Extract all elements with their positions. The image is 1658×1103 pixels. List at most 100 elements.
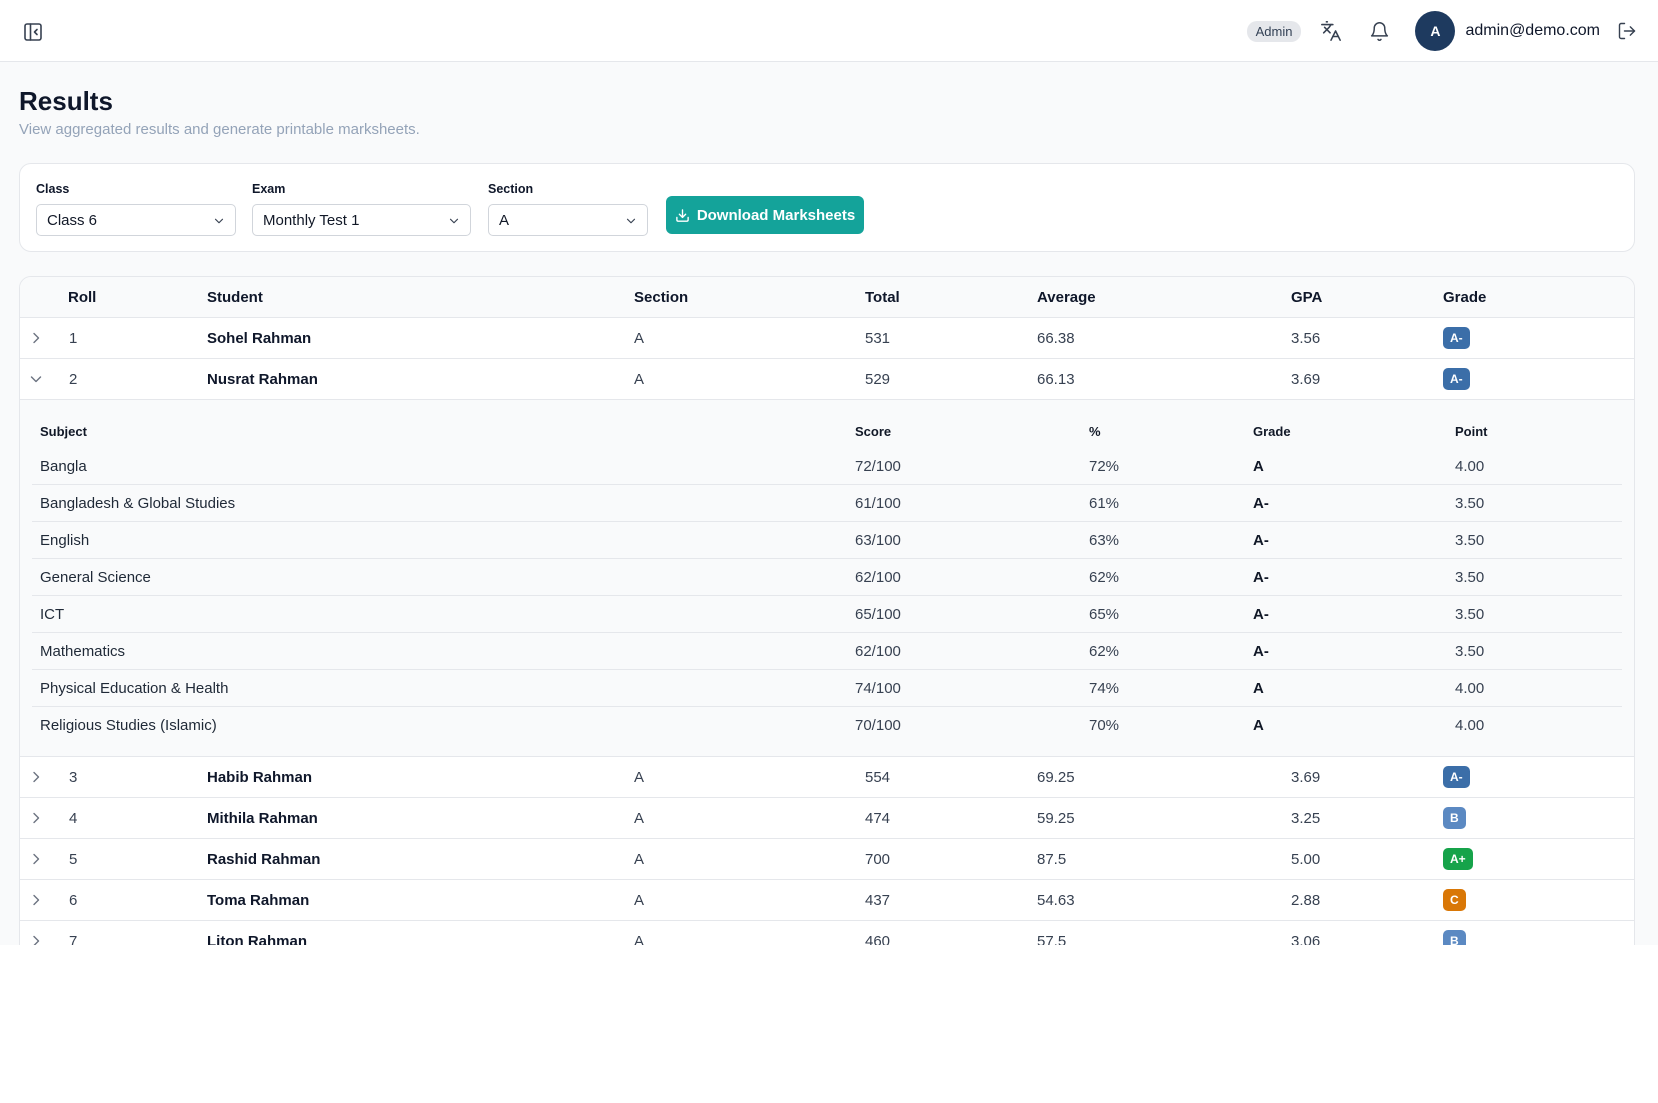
table-row[interactable]: 5 Rashid Rahman A 700 87.5 5.00 A+ bbox=[20, 839, 1634, 880]
average-cell: 59.25 bbox=[1037, 810, 1075, 827]
gpa-cell: 2.88 bbox=[1291, 892, 1321, 909]
breakdown-header-percent: % bbox=[1089, 424, 1101, 439]
chevron-right-icon[interactable] bbox=[28, 933, 44, 945]
subject-name-cell: General Science bbox=[40, 569, 151, 586]
chevron-right-icon[interactable] bbox=[28, 892, 44, 908]
avatar[interactable]: A bbox=[1415, 11, 1456, 51]
section-cell: A bbox=[634, 810, 645, 827]
top-bar: Admin A admin@demo.com bbox=[0, 0, 1658, 62]
subject-percent-cell: 74% bbox=[1089, 680, 1120, 697]
student-name-cell: Habib Rahman bbox=[207, 769, 313, 786]
roll-cell: 3 bbox=[69, 769, 78, 786]
total-cell: 460 bbox=[865, 933, 891, 945]
chevron-down-icon bbox=[626, 218, 636, 224]
column-header-roll: Roll bbox=[68, 289, 97, 306]
class-select[interactable]: Class 6 bbox=[36, 204, 236, 236]
chevron-right-icon[interactable] bbox=[28, 769, 44, 785]
section-cell: A bbox=[634, 933, 645, 945]
average-cell: 54.63 bbox=[1037, 892, 1075, 909]
page-subtitle: View aggregated results and generate pri… bbox=[19, 121, 420, 138]
subject-row: General Science 62/100 62% A- 3.50 bbox=[32, 559, 1622, 596]
subject-point-cell: 3.50 bbox=[1455, 569, 1485, 586]
subject-grade-cell: A- bbox=[1253, 643, 1269, 660]
table-row[interactable]: 3 Habib Rahman A 554 69.25 3.69 A- bbox=[20, 757, 1634, 798]
subject-percent-cell: 70% bbox=[1089, 717, 1120, 734]
subject-score-cell: 61/100 bbox=[855, 495, 901, 512]
download-marksheets-button[interactable]: Download Marksheets bbox=[666, 196, 864, 234]
subject-grade-cell: A bbox=[1253, 717, 1264, 734]
grade-badge: A+ bbox=[1443, 848, 1473, 870]
table-row[interactable]: 2 Nusrat Rahman A 529 66.13 3.69 A- bbox=[20, 359, 1634, 400]
header-actions: Admin A admin@demo.com bbox=[1246, 0, 1638, 62]
user-email: admin@demo.com bbox=[1465, 22, 1600, 39]
column-header-grade: Grade bbox=[1443, 289, 1487, 306]
results-table: Roll Student Section Total Average GPA G… bbox=[19, 276, 1635, 945]
subject-name-cell: Bangla bbox=[40, 458, 87, 475]
grade-badge: A- bbox=[1443, 766, 1470, 788]
total-cell: 529 bbox=[865, 371, 891, 388]
table-row[interactable]: 7 Liton Rahman A 460 57.5 3.06 B bbox=[20, 921, 1634, 945]
subject-name-cell: ICT bbox=[40, 606, 65, 623]
sidebar-toggle-icon[interactable] bbox=[22, 21, 44, 43]
subject-percent-cell: 62% bbox=[1089, 643, 1120, 660]
filter-card: Class Class 6 Exam Monthly Test 1 Sectio… bbox=[19, 163, 1635, 252]
section-cell: A bbox=[634, 330, 645, 347]
gpa-cell: 3.56 bbox=[1291, 330, 1321, 347]
subject-name-cell: Religious Studies (Islamic) bbox=[40, 717, 217, 734]
student-name-cell: Mithila Rahman bbox=[207, 810, 318, 827]
subject-score-cell: 70/100 bbox=[855, 717, 901, 734]
subject-point-cell: 3.50 bbox=[1455, 532, 1485, 549]
grade-badge: C bbox=[1443, 889, 1466, 911]
table-row[interactable]: 6 Toma Rahman A 437 54.63 2.88 C bbox=[20, 880, 1634, 921]
total-cell: 531 bbox=[865, 330, 891, 347]
subject-name-cell: Physical Education & Health bbox=[40, 680, 229, 697]
subject-point-cell: 3.50 bbox=[1455, 495, 1485, 512]
subject-score-cell: 62/100 bbox=[855, 569, 901, 586]
student-name-cell: Liton Rahman bbox=[207, 933, 307, 945]
roll-cell: 4 bbox=[69, 810, 78, 827]
bell-icon[interactable] bbox=[1367, 19, 1391, 43]
gpa-cell: 3.69 bbox=[1291, 371, 1321, 388]
exam-select-value: Monthly Test 1 bbox=[263, 211, 360, 229]
subject-row: English 63/100 63% A- 3.50 bbox=[32, 522, 1622, 559]
chevron-right-icon[interactable] bbox=[28, 330, 44, 346]
grade-badge: B bbox=[1443, 807, 1466, 829]
subject-grade-cell: A- bbox=[1253, 532, 1269, 549]
logout-icon[interactable] bbox=[1616, 20, 1638, 42]
section-select[interactable]: A bbox=[488, 204, 648, 236]
roll-cell: 7 bbox=[69, 933, 78, 945]
chevron-down-icon[interactable] bbox=[28, 371, 44, 387]
grade-badge: A- bbox=[1443, 368, 1470, 390]
subject-row: Bangladesh & Global Studies 61/100 61% A- 3.… bbox=[32, 485, 1622, 522]
student-name-cell: Rashid Rahman bbox=[207, 851, 321, 868]
section-cell: A bbox=[634, 892, 645, 909]
table-row[interactable]: 4 Mithila Rahman A 474 59.25 3.25 B bbox=[20, 798, 1634, 839]
exam-select[interactable]: Monthly Test 1 bbox=[252, 204, 471, 236]
subject-percent-cell: 62% bbox=[1089, 569, 1120, 586]
subject-score-cell: 74/100 bbox=[855, 680, 901, 697]
subject-score-cell: 62/100 bbox=[855, 643, 901, 660]
chevron-down-icon bbox=[214, 218, 224, 224]
subject-row: Religious Studies (Islamic) 70/100 70% A 4.0… bbox=[32, 707, 1622, 744]
chevron-right-icon[interactable] bbox=[28, 851, 44, 867]
class-select-value: Class 6 bbox=[47, 211, 98, 229]
gpa-cell: 3.06 bbox=[1291, 933, 1321, 945]
chevron-right-icon[interactable] bbox=[28, 810, 44, 826]
subject-percent-cell: 61% bbox=[1089, 495, 1120, 512]
student-name-cell: Nusrat Rahman bbox=[207, 371, 318, 388]
section-select-value: A bbox=[499, 211, 510, 229]
grade-badge: B bbox=[1443, 930, 1466, 945]
column-header-average: Average bbox=[1037, 289, 1096, 306]
download-marksheets-label: Download Marksheets bbox=[696, 206, 856, 224]
roll-cell: 2 bbox=[69, 371, 78, 388]
table-row[interactable]: 1 Sohel Rahman A 531 66.38 3.56 A- bbox=[20, 318, 1634, 359]
total-cell: 437 bbox=[865, 892, 891, 909]
breakdown-header-subject: Subject bbox=[40, 424, 87, 439]
subject-percent-cell: 72% bbox=[1089, 458, 1120, 475]
subject-row: Physical Education & Health 74/100 74% A 4.0… bbox=[32, 670, 1622, 707]
column-header-student: Student bbox=[207, 289, 263, 306]
subject-percent-cell: 63% bbox=[1089, 532, 1120, 549]
subject-grade-cell: A bbox=[1253, 680, 1264, 697]
grade-badge: A- bbox=[1443, 327, 1470, 349]
translate-icon[interactable] bbox=[1319, 19, 1343, 43]
